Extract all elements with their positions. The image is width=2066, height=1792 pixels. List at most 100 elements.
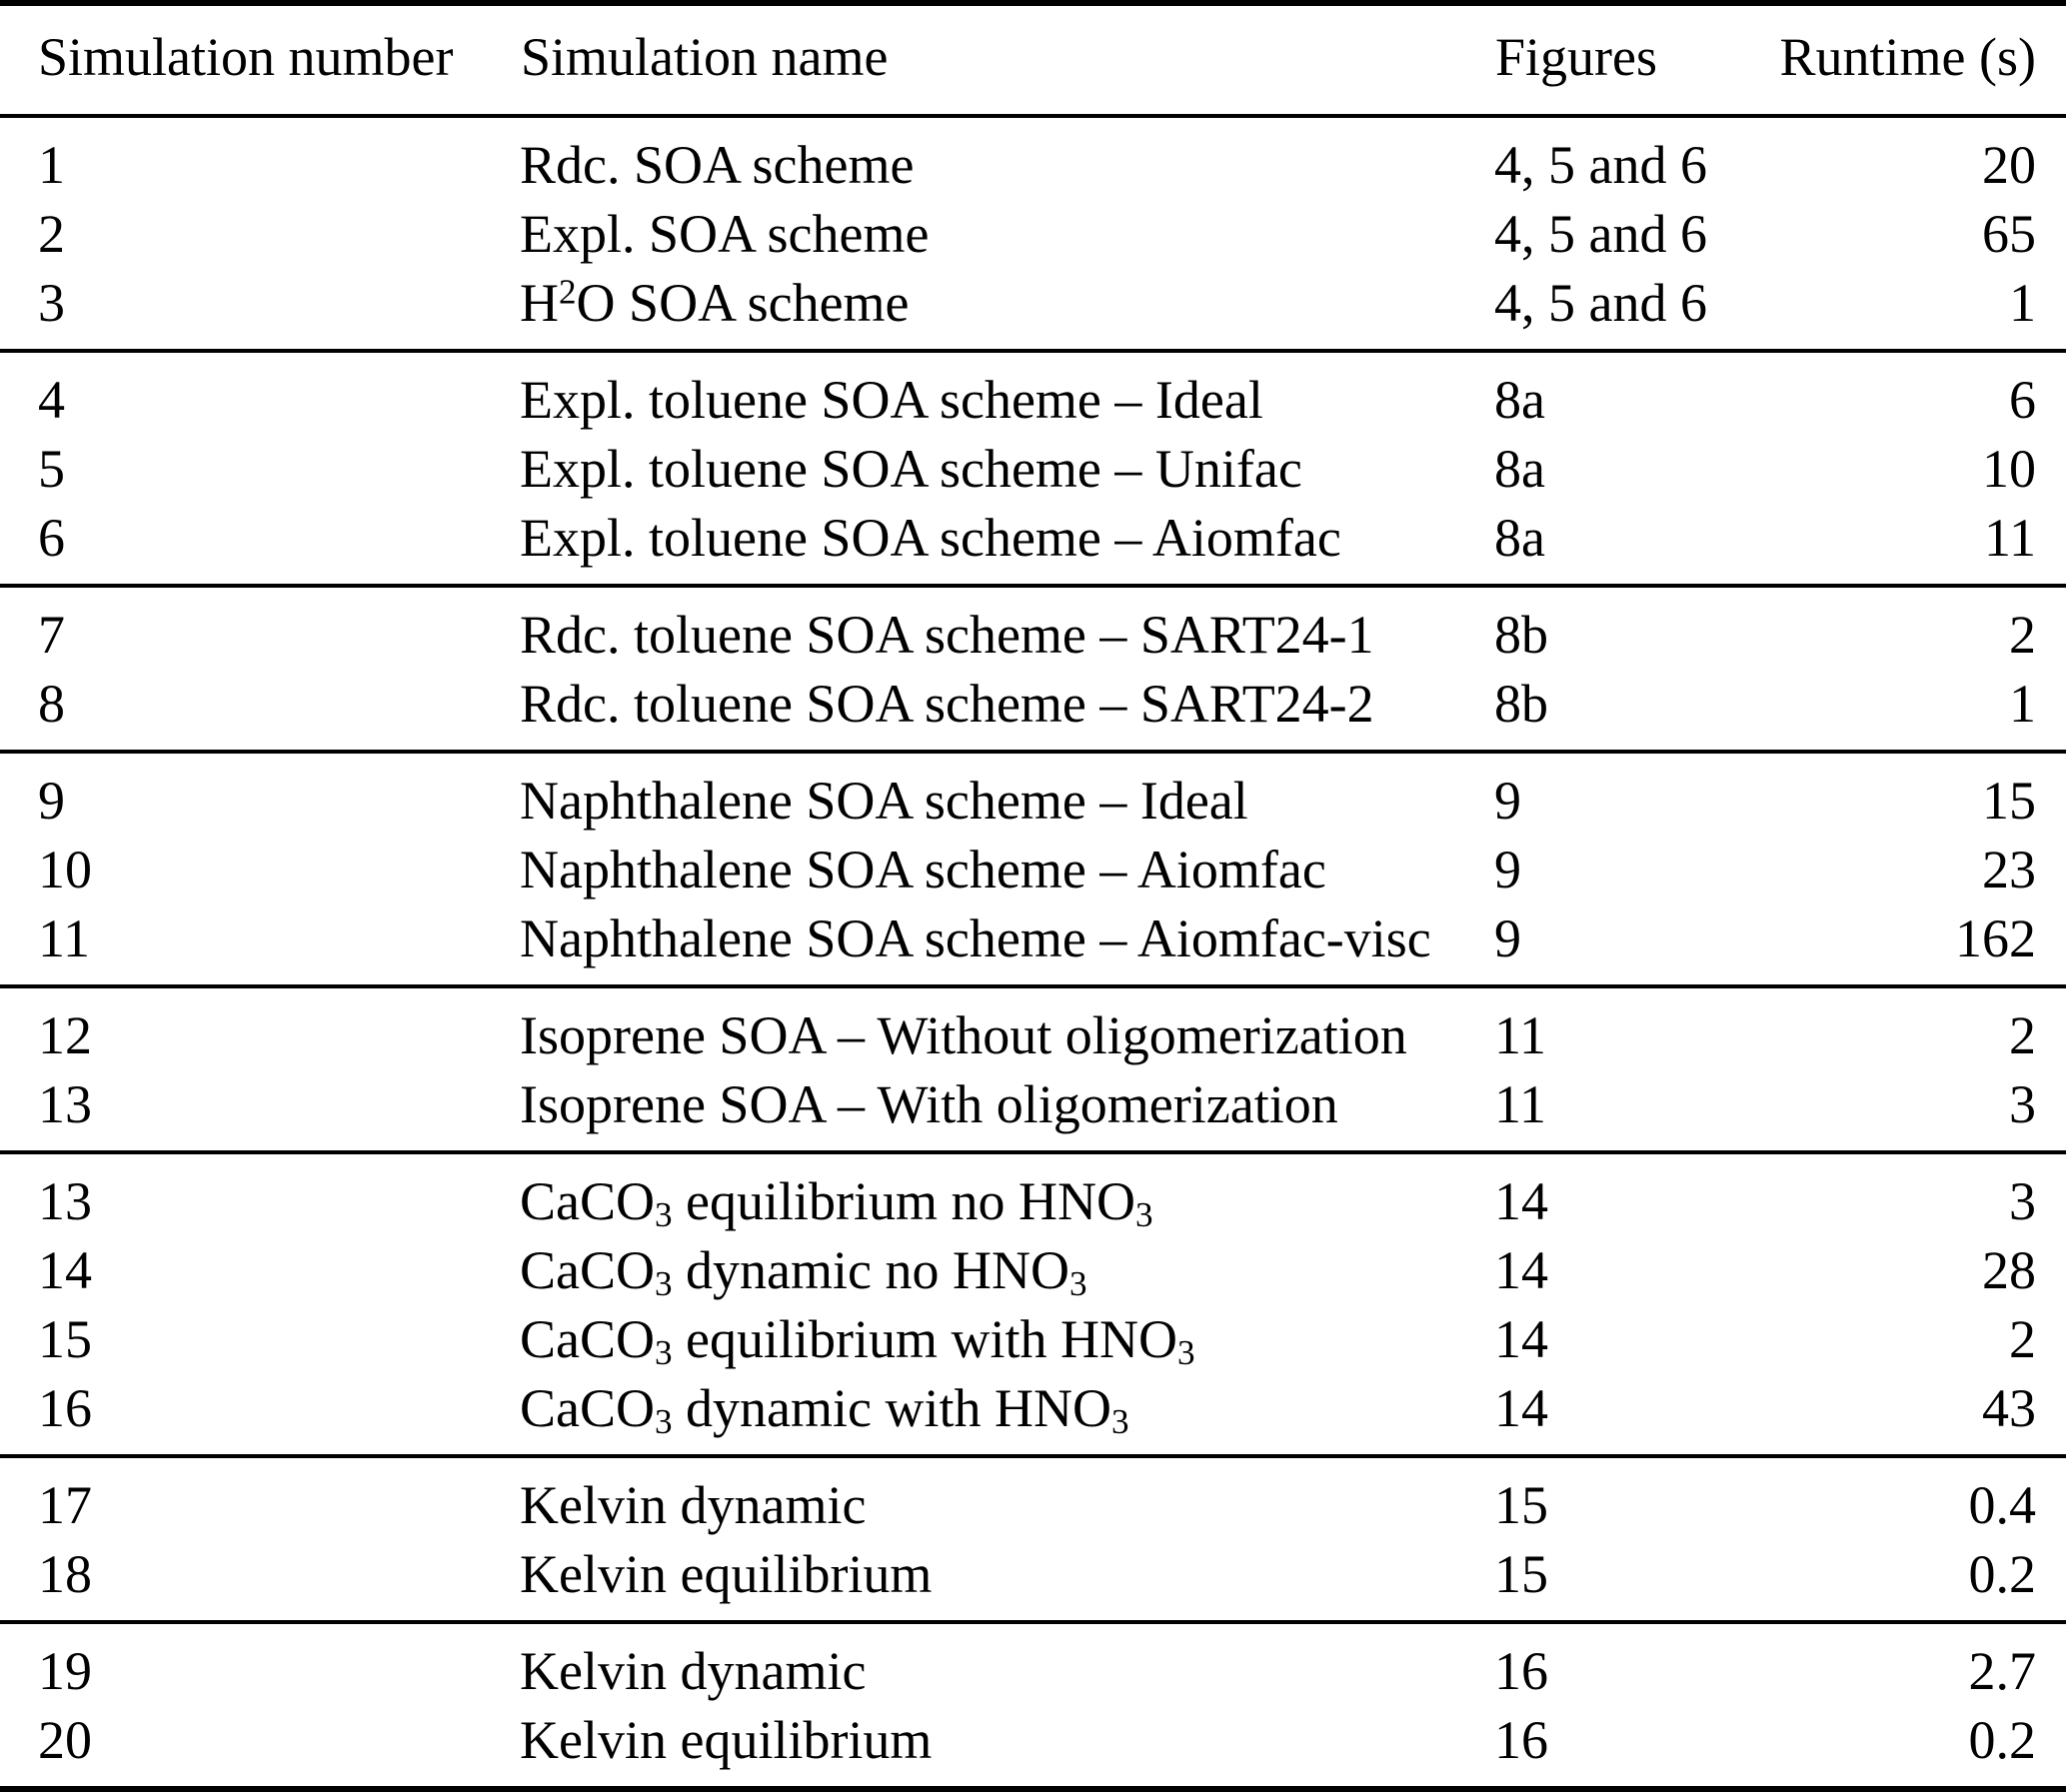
name-text-segment: Kelvin equilibrium (520, 1543, 933, 1604)
name-text-segment: CaCO (520, 1170, 655, 1231)
row-group: 13 CaCO3 equilibrium no HNO3 14 3 14 CaCO3 dy… (0, 1150, 2066, 1456)
name-text-segment: CaCO (520, 1239, 655, 1300)
cell-figures: 8b (1494, 584, 1772, 669)
row-group: 17 Kelvin dynamic 15 0.4 18 Kelvin equilibriu… (0, 1454, 2066, 1622)
cell-simulation-number: 15 (38, 1308, 92, 1369)
cell-runtime: 2.7 (1772, 1620, 2066, 1705)
name-sub-segment: 3 (655, 1401, 673, 1441)
name-text-segment: Expl. toluene SOA scheme – Aiomfac (520, 507, 1341, 568)
table-row: 7 Rdc. toluene SOA scheme – SART24-1 8b 2 (0, 584, 2066, 669)
cell-runtime: 162 (1955, 907, 2036, 968)
name-text-segment: Kelvin equilibrium (520, 1709, 933, 1770)
table-row: 18 Kelvin equilibrium 15 0.2 (0, 1539, 2066, 1622)
cell-runtime: 65 (1982, 203, 2036, 264)
row-group: 19 Kelvin dynamic 16 2.7 20 Kelvin equilibriu… (0, 1620, 2066, 1789)
table-row: 8 Rdc. toluene SOA scheme – SART24-2 8b 1 (0, 669, 2066, 752)
cell-simulation-number: 7 (0, 584, 520, 669)
cell-simulation-name: Expl. toluene SOA scheme – Aiomfac (520, 503, 1494, 586)
cell-simulation-name: H2O SOA scheme (520, 268, 1494, 351)
cell-figures: 9 (1494, 750, 1772, 835)
table-row: 14 CaCO3 dynamic no HNO3 14 28 (0, 1235, 2066, 1304)
cell-figures: 14 (1494, 1150, 1772, 1235)
cell-runtime: 28 (1982, 1239, 2036, 1300)
cell-simulation-name: Kelvin equilibrium (520, 1539, 1494, 1622)
name-text-segment: Isoprene SOA – Without oligomerization (520, 1004, 1407, 1065)
table-row: 6 Expl. toluene SOA scheme – Aiomfac 8a 11 (0, 503, 2066, 586)
cell-figures: 8a (1494, 349, 1772, 434)
cell-simulation-number: 13 (0, 1150, 520, 1235)
header-row: Simulation number Simulation name Figure… (0, 3, 2066, 116)
cell-runtime: 0.2 (1968, 1709, 2037, 1770)
name-text-segment: CaCO (520, 1377, 655, 1438)
cell-simulation-name: Rdc. toluene SOA scheme – SART24-1 (520, 584, 1494, 669)
table-row: 11 Naphthalene SOA scheme – Aiomfac-visc 9… (0, 903, 2066, 986)
name-sub-segment: 3 (655, 1263, 673, 1303)
name-text-segment: Naphthalene SOA scheme – Aiomfac-visc (520, 907, 1431, 968)
cell-runtime: 6 (1772, 349, 2066, 434)
name-text-segment: Expl. toluene SOA scheme – Ideal (520, 369, 1263, 430)
cell-figures: 11 (1494, 1073, 1546, 1134)
name-sub-segment: 3 (655, 1332, 673, 1372)
cell-simulation-number: 11 (38, 907, 90, 968)
cell-simulation-number: 10 (38, 839, 92, 899)
cell-simulation-name: Rdc. SOA scheme (520, 116, 1494, 199)
name-text-segment: equilibrium with HNO (672, 1308, 1178, 1369)
name-text-segment: Naphthalene SOA scheme – Ideal (520, 770, 1248, 831)
cell-simulation-number: 1 (38, 134, 65, 195)
table-row: 4 Expl. toluene SOA scheme – Ideal 8a 6 (0, 349, 2066, 434)
table-row: 1 Rdc. SOA scheme 4, 5 and 6 20 (0, 116, 2066, 199)
cell-figures: 16 (1494, 1709, 1548, 1770)
cell-simulation-number: 16 (38, 1377, 92, 1438)
name-sub-segment: 3 (1135, 1194, 1153, 1234)
cell-runtime: 3 (2009, 1073, 2036, 1134)
cell-simulation-name: Naphthalene SOA scheme – Aiomfac (520, 835, 1494, 903)
cell-simulation-number: 6 (38, 507, 65, 568)
name-text-segment: Expl. SOA scheme (520, 203, 930, 264)
row-group: 1 Rdc. SOA scheme 4, 5 and 6 20 2 Expl. SOA s… (0, 116, 2066, 351)
cell-runtime: 1 (2009, 272, 2036, 333)
cell-runtime: 0.4 (1772, 1454, 2066, 1539)
row-group: 7 Rdc. toluene SOA scheme – SART24-1 8b 2 8 R… (0, 584, 2066, 752)
cell-figures: 4, 5 and 6 (1494, 272, 1707, 333)
name-text-segment: Expl. toluene SOA scheme – Unifac (520, 438, 1302, 499)
cell-runtime: 23 (1982, 839, 2036, 899)
cell-figures: 14 (1494, 1239, 1548, 1300)
row-group: 9 Naphthalene SOA scheme – Ideal 9 15 10 Naph… (0, 750, 2066, 986)
cell-runtime: 3 (1772, 1150, 2066, 1235)
name-text-segment: dynamic no HNO (672, 1239, 1069, 1300)
cell-simulation-number: 14 (38, 1239, 92, 1300)
table-row: 15 CaCO3 equilibrium with HNO3 14 2 (0, 1304, 2066, 1373)
cell-runtime: 2 (1772, 584, 2066, 669)
cell-runtime: 10 (1982, 438, 2036, 499)
cell-simulation-number: 17 (0, 1454, 520, 1539)
cell-simulation-name: Expl. toluene SOA scheme – Unifac (520, 434, 1494, 503)
cell-runtime: 11 (1984, 507, 2036, 568)
column-header-figures: Figures (1495, 27, 1657, 87)
name-text-segment: O SOA scheme (576, 272, 910, 333)
cell-runtime: 20 (1982, 134, 2036, 195)
table-row: 2 Expl. SOA scheme 4, 5 and 6 65 (0, 199, 2066, 268)
table-row: 19 Kelvin dynamic 16 2.7 (0, 1620, 2066, 1705)
cell-figures: 16 (1494, 1620, 1772, 1705)
name-text-segment: Rdc. toluene SOA scheme – SART24-1 (520, 604, 1374, 665)
cell-simulation-number: 9 (0, 750, 520, 835)
cell-runtime: 2 (2009, 1308, 2036, 1369)
column-header-runtime: Runtime (s) (1779, 27, 2036, 87)
name-sub-segment: 3 (1110, 1401, 1129, 1441)
table-row: 12 Isoprene SOA – Without oligomerization… (0, 984, 2066, 1069)
cell-figures: 15 (1494, 1543, 1548, 1604)
column-header-simulation-name: Simulation name (521, 27, 889, 87)
name-text-segment: H (520, 272, 559, 333)
cell-simulation-number: 5 (38, 438, 65, 499)
cell-simulation-number: 13 (38, 1073, 92, 1134)
name-sub-segment: 3 (655, 1194, 673, 1234)
cell-simulation-name: Isoprene SOA – With oligomerization (520, 1069, 1494, 1152)
cell-figures: 4, 5 and 6 (1494, 203, 1707, 264)
cell-simulation-number: 4 (0, 349, 520, 434)
table-row: 13 Isoprene SOA – With oligomerization 11 3 (0, 1069, 2066, 1152)
cell-simulation-name: Kelvin dynamic (520, 1620, 1494, 1705)
name-text-segment: Rdc. SOA scheme (520, 134, 915, 195)
cell-simulation-number: 2 (38, 203, 65, 264)
cell-simulation-name: Kelvin dynamic (520, 1454, 1494, 1539)
